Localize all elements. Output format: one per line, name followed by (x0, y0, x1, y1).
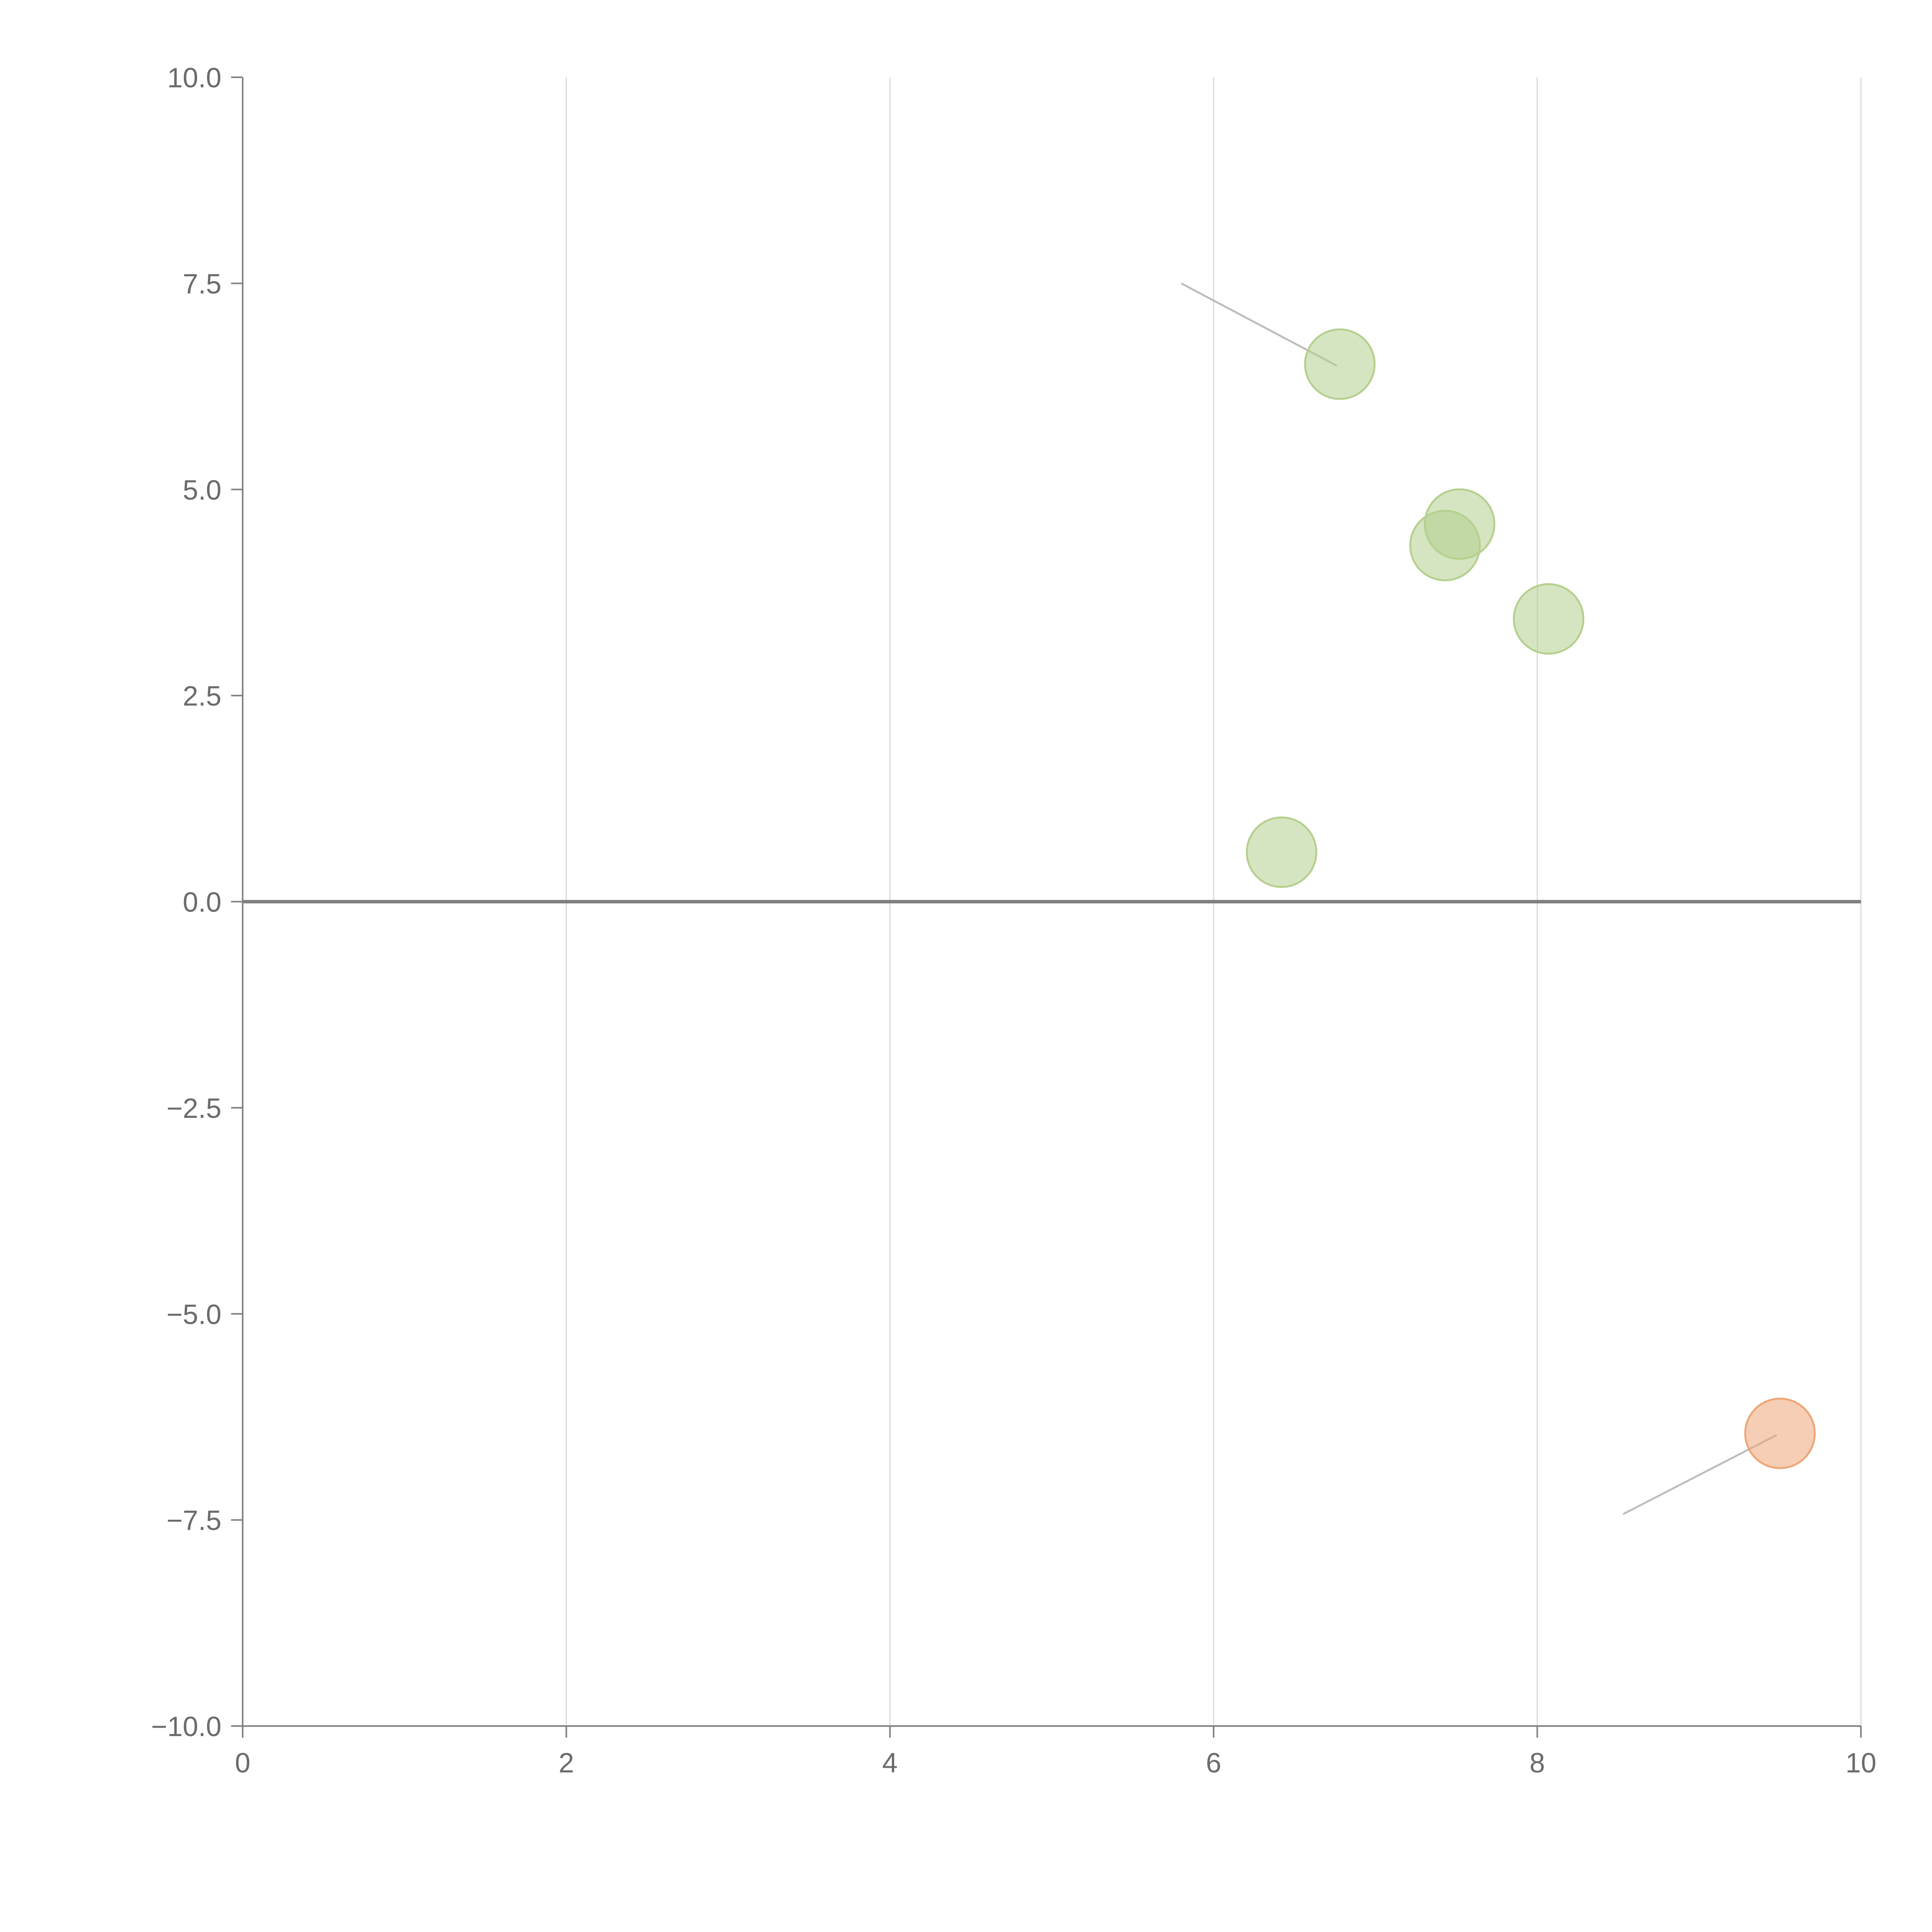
tick-labels: 0 2 4 6 8 10 10.0 7.5 5.0 2.5 0.0 −2.5 −5.0 −7.5 −10.0 (151, 63, 1876, 1779)
y-tick-label: 5.0 (183, 475, 221, 506)
data-point[interactable] (1304, 328, 1376, 400)
data-point[interactable] (1409, 510, 1481, 582)
y-tick-label: −5.0 (167, 1299, 221, 1330)
x-tick-label: 6 (1206, 1748, 1221, 1779)
data-point[interactable] (1744, 1398, 1816, 1469)
x-tick-label: 4 (882, 1748, 898, 1779)
y-tick-label: 7.5 (183, 269, 221, 299)
y-tick-label: −10.0 (151, 1711, 221, 1742)
x-tick-label: 10 (1845, 1748, 1876, 1779)
y-tick-label: 2.5 (183, 681, 221, 712)
x-tick-label: 2 (559, 1748, 574, 1779)
data-point[interactable] (1513, 583, 1585, 655)
y-tick-label: −7.5 (167, 1505, 221, 1536)
y-tick-label: 10.0 (167, 63, 221, 94)
data-points (1246, 328, 1816, 1469)
x-tick-label: 0 (235, 1748, 250, 1779)
y-tick-label: −2.5 (167, 1093, 221, 1124)
y-tick-label: 0.0 (183, 887, 221, 918)
leader-lines (1180, 282, 1777, 1515)
axes (242, 77, 1861, 1727)
x-tick-label: 8 (1529, 1748, 1545, 1779)
data-point[interactable] (1246, 816, 1318, 888)
